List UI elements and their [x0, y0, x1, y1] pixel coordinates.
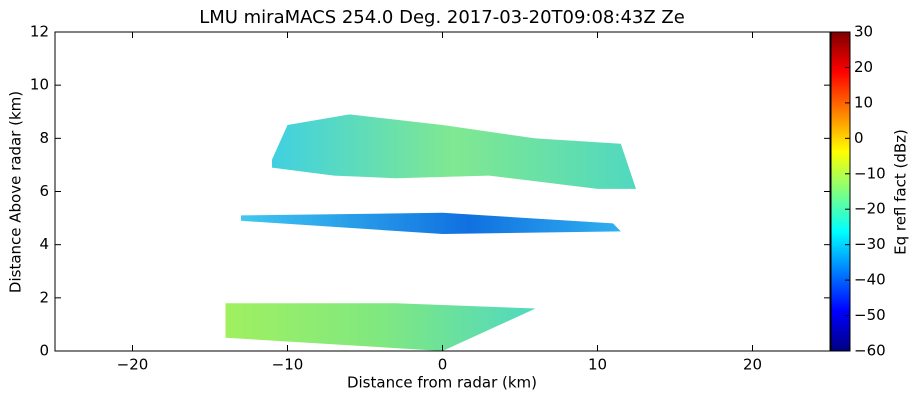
colorbar-label: Eq refl fact (dBz) [892, 129, 910, 255]
y-tick-label: 4 [39, 235, 49, 253]
colorbar-tick-label: 0 [854, 129, 864, 147]
x-tick-label: −20 [117, 356, 149, 374]
x-axis-label: Distance from radar (km) [347, 374, 537, 392]
y-tick-label: 6 [39, 182, 49, 200]
chart-title: LMU miraMACS 254.0 Deg. 2017-03-20T09:08… [199, 7, 685, 28]
x-tick-label: 10 [588, 356, 607, 374]
y-tick-label: 0 [39, 342, 49, 360]
colorbar-tick-label: −40 [854, 271, 886, 289]
x-tick-label: 0 [438, 356, 448, 374]
colorbar-tick-label: 10 [854, 93, 873, 111]
colorbar-tick-label: −20 [854, 200, 886, 218]
colorbar-tick-label: −50 [854, 306, 886, 324]
y-tick-label: 8 [39, 129, 49, 147]
y-axis-label: Distance Above radar (km) [7, 91, 25, 293]
colorbar [830, 31, 851, 352]
y-tick-label: 12 [30, 23, 49, 41]
y-tick-label: 2 [39, 288, 49, 306]
echo-layer [241, 212, 621, 234]
echo-layer [272, 114, 636, 189]
x-tick-label: 20 [743, 356, 762, 374]
echo-layer [225, 303, 536, 351]
colorbar-tick-label: −30 [854, 235, 886, 253]
x-tick-label: −10 [272, 356, 304, 374]
colorbar-tick-label: −60 [854, 342, 886, 360]
plot-frame [54, 31, 831, 352]
colorbar-tick-label: 20 [854, 58, 873, 76]
colorbar-tick-label: −10 [854, 164, 886, 182]
colorbar-tick-label: 30 [854, 23, 873, 41]
y-tick-label: 10 [30, 76, 49, 94]
